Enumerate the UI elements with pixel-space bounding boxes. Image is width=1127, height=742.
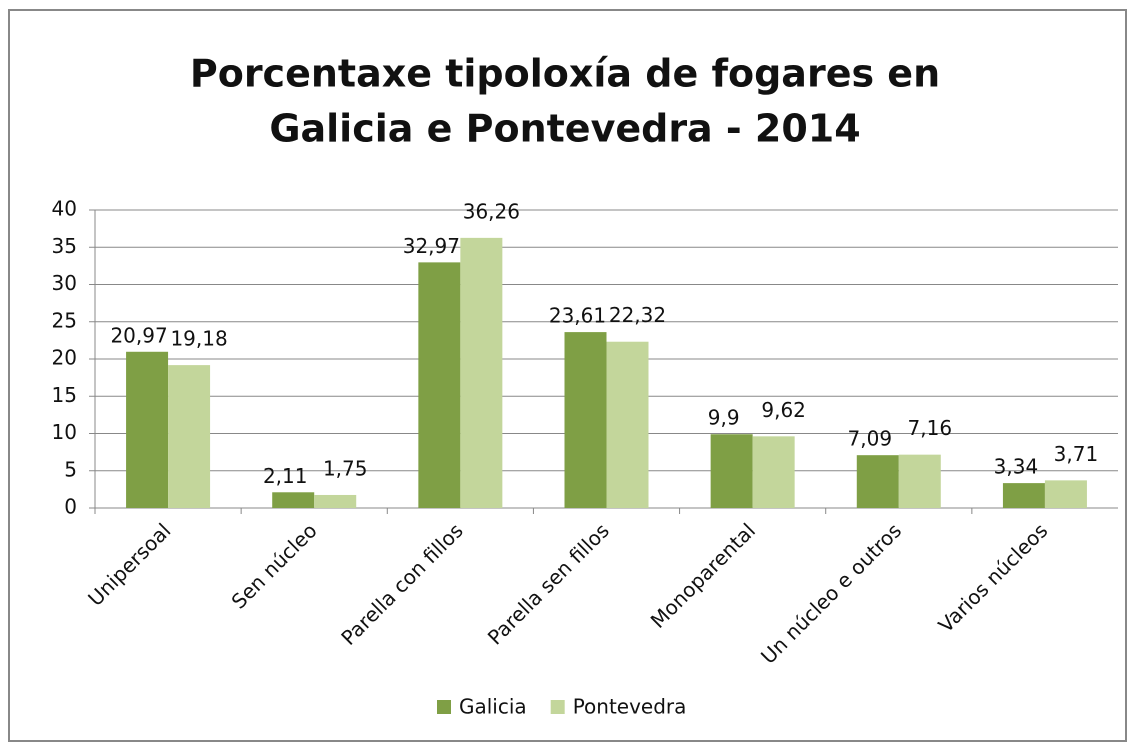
data-label: 9,9 <box>708 406 740 430</box>
bar <box>168 365 211 508</box>
bar <box>752 436 795 508</box>
data-label: 3,34 <box>994 455 1039 479</box>
chart-title: Galicia e Pontevedra - 2014 <box>269 107 860 151</box>
bar <box>1002 483 1045 508</box>
legend-swatch <box>550 700 565 714</box>
y-tick-label: 30 <box>52 271 77 295</box>
chart-title: Porcentaxe tipoloxía de fogares en <box>190 52 940 96</box>
data-label: 3,71 <box>1054 442 1099 466</box>
bar <box>606 341 649 508</box>
y-tick-label: 10 <box>52 420 77 444</box>
bar <box>564 332 607 508</box>
data-label: 22,32 <box>609 303 666 327</box>
y-tick-label: 5 <box>64 457 77 481</box>
legend-label: Pontevedra <box>573 695 687 719</box>
data-label: 2,11 <box>263 464 308 488</box>
y-tick-label: 40 <box>52 197 77 221</box>
data-label: 9,62 <box>761 398 806 422</box>
legend-swatch <box>437 700 451 714</box>
bar <box>856 455 899 508</box>
data-label: 7,16 <box>908 416 953 440</box>
legend-label: Galicia <box>459 695 527 719</box>
bar <box>418 262 461 508</box>
data-label: 36,26 <box>463 199 520 223</box>
data-label: 19,18 <box>170 327 227 351</box>
data-label: 7,09 <box>848 427 893 451</box>
y-tick-label: 0 <box>64 495 77 519</box>
bar <box>314 494 357 508</box>
bar <box>710 434 753 508</box>
bar <box>272 492 315 508</box>
bar <box>460 237 503 508</box>
data-label: 20,97 <box>110 323 167 347</box>
y-tick-label: 20 <box>52 346 77 370</box>
data-label: 23,61 <box>549 304 606 328</box>
data-label: 1,75 <box>323 456 368 480</box>
y-tick-label: 15 <box>52 383 77 407</box>
bar <box>1044 480 1087 508</box>
bar <box>898 454 941 508</box>
y-tick-label: 25 <box>52 308 77 332</box>
data-label: 32,97 <box>403 234 460 258</box>
y-tick-label: 35 <box>52 234 77 258</box>
bar <box>126 351 169 508</box>
